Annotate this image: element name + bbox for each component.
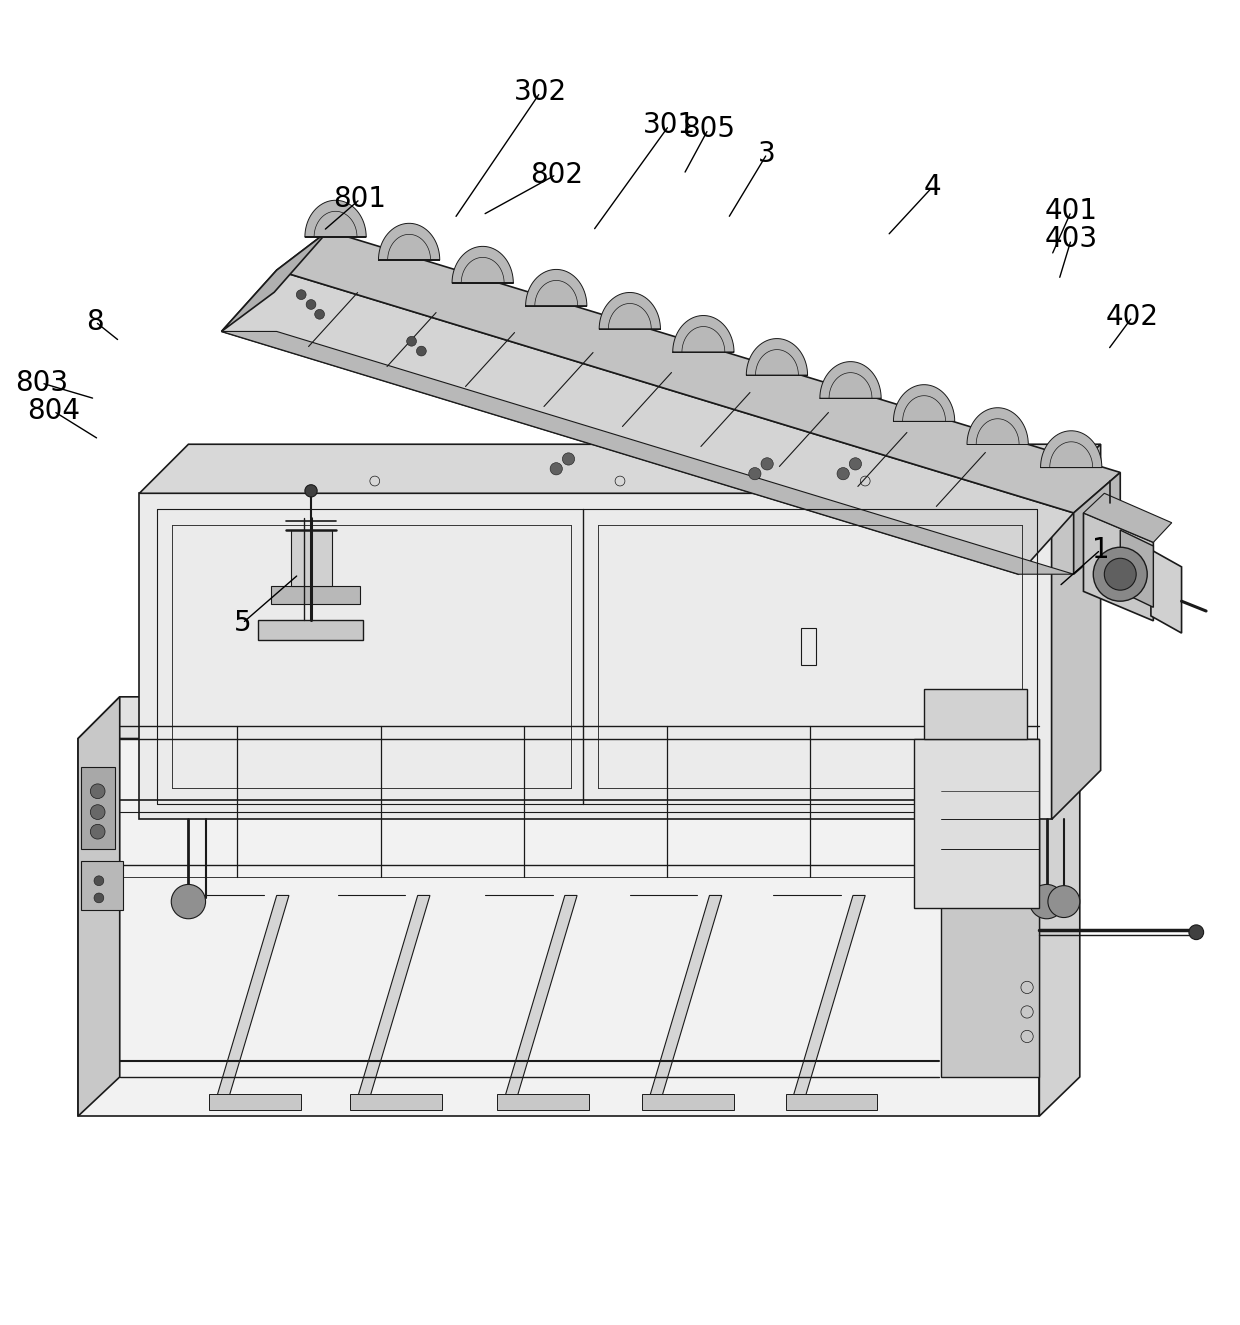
- Circle shape: [296, 290, 306, 299]
- Circle shape: [91, 804, 105, 819]
- Polygon shape: [1151, 550, 1182, 633]
- Text: 8: 8: [87, 307, 104, 335]
- Polygon shape: [216, 896, 289, 1101]
- Text: 803: 803: [15, 368, 68, 398]
- Polygon shape: [967, 408, 1028, 444]
- Polygon shape: [1084, 493, 1172, 542]
- Circle shape: [94, 876, 104, 885]
- Polygon shape: [785, 1094, 878, 1110]
- Polygon shape: [222, 331, 1074, 574]
- Polygon shape: [791, 896, 866, 1101]
- Circle shape: [563, 453, 574, 465]
- Polygon shape: [139, 444, 1101, 493]
- Circle shape: [417, 346, 427, 356]
- Circle shape: [849, 457, 862, 470]
- Polygon shape: [453, 246, 513, 284]
- Polygon shape: [649, 896, 722, 1101]
- Polygon shape: [378, 224, 440, 260]
- Polygon shape: [1040, 431, 1102, 468]
- Polygon shape: [350, 1094, 443, 1110]
- Polygon shape: [1052, 444, 1101, 819]
- Text: 401: 401: [1045, 197, 1097, 225]
- Text: 402: 402: [1106, 302, 1159, 331]
- Circle shape: [315, 309, 325, 319]
- Circle shape: [94, 893, 104, 902]
- Polygon shape: [78, 738, 1039, 1116]
- Polygon shape: [746, 339, 807, 375]
- Polygon shape: [291, 530, 332, 587]
- Polygon shape: [81, 861, 124, 910]
- Polygon shape: [139, 493, 1052, 819]
- Polygon shape: [356, 896, 430, 1101]
- Text: 805: 805: [682, 115, 735, 143]
- Polygon shape: [78, 697, 1080, 738]
- Polygon shape: [1084, 513, 1153, 621]
- Polygon shape: [497, 1094, 589, 1110]
- Polygon shape: [1120, 530, 1153, 607]
- Circle shape: [837, 468, 849, 480]
- Circle shape: [1105, 558, 1136, 590]
- Polygon shape: [941, 738, 1039, 1077]
- Polygon shape: [924, 689, 1027, 738]
- Circle shape: [91, 824, 105, 839]
- Circle shape: [1048, 885, 1080, 917]
- Text: 302: 302: [513, 78, 567, 106]
- Circle shape: [749, 468, 761, 480]
- Circle shape: [551, 462, 563, 474]
- Circle shape: [1189, 925, 1204, 939]
- Polygon shape: [503, 896, 577, 1101]
- Text: 403: 403: [1044, 225, 1097, 253]
- Circle shape: [1029, 884, 1064, 918]
- Circle shape: [407, 337, 417, 346]
- Circle shape: [171, 884, 206, 918]
- Polygon shape: [894, 384, 955, 421]
- Polygon shape: [1074, 473, 1120, 574]
- Polygon shape: [222, 270, 1074, 574]
- Text: 804: 804: [27, 398, 81, 425]
- Polygon shape: [599, 293, 661, 329]
- Text: 1: 1: [1092, 535, 1110, 563]
- Polygon shape: [673, 315, 734, 352]
- Polygon shape: [270, 587, 360, 604]
- Text: 802: 802: [529, 160, 583, 188]
- Circle shape: [91, 784, 105, 799]
- Text: 4: 4: [924, 172, 941, 201]
- Polygon shape: [305, 200, 366, 237]
- Circle shape: [761, 457, 774, 470]
- Polygon shape: [914, 738, 1039, 908]
- Polygon shape: [81, 767, 115, 849]
- Text: 301: 301: [642, 111, 696, 139]
- Circle shape: [1094, 547, 1147, 602]
- Polygon shape: [258, 620, 362, 640]
- Circle shape: [305, 485, 317, 497]
- Polygon shape: [642, 1094, 734, 1110]
- Circle shape: [306, 299, 316, 309]
- Polygon shape: [820, 362, 882, 399]
- Polygon shape: [210, 1094, 301, 1110]
- Polygon shape: [78, 697, 120, 1116]
- Polygon shape: [277, 231, 1120, 513]
- Text: 801: 801: [334, 186, 387, 213]
- Polygon shape: [526, 269, 587, 306]
- Polygon shape: [1039, 697, 1080, 1116]
- Polygon shape: [222, 231, 329, 331]
- Text: 5: 5: [233, 610, 252, 637]
- Text: 3: 3: [758, 139, 776, 168]
